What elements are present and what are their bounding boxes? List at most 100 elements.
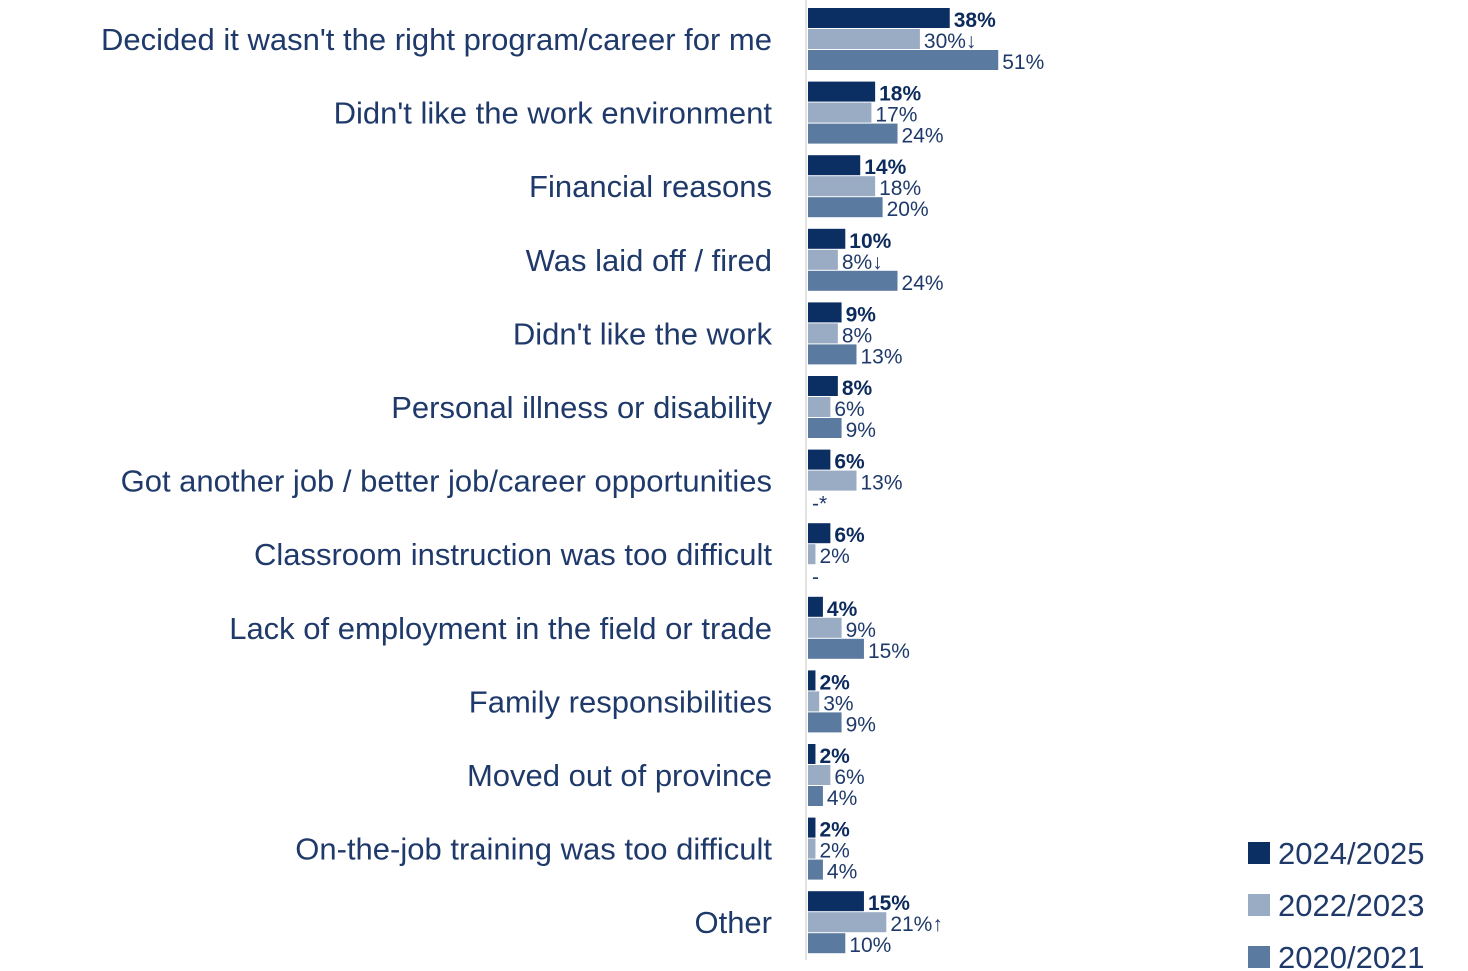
data-label-2022-2023-7: 2%: [819, 545, 849, 568]
category-label: Was laid off / fired: [526, 243, 772, 278]
category-label: Decided it wasn't the right program/care…: [101, 22, 772, 57]
bar-2022-2023-10: [808, 765, 831, 785]
bar-2022-2023-0: [808, 29, 920, 49]
bar-2024-2025-4: [808, 302, 842, 323]
legend-label-2024-2025: 2024/2025: [1278, 836, 1425, 871]
bar-2022-2023-3: [808, 249, 838, 270]
bar-2024-2025-0: [808, 8, 950, 28]
data-label-2022-2023-12: 21%↑: [890, 913, 943, 936]
legend: 2024/2025 2022/2023 2020/2021: [1248, 836, 1425, 971]
category-label: Family responsibilities: [469, 684, 772, 719]
value-labels: 38%30%↓51%18%17%24%14%18%20%10%8%↓24%9%8…: [812, 9, 1044, 957]
bar-2020-2021-11: [808, 859, 823, 880]
bar-2024-2025-6: [808, 449, 831, 470]
data-label-2020-2021-8: 15%: [868, 640, 910, 663]
data-label-2020-2021-5: 9%: [846, 419, 876, 442]
bar-2022-2023-11: [808, 838, 816, 859]
bar-2020-2021-0: [808, 50, 999, 70]
data-label-2024-2025-6: 6%: [834, 451, 865, 474]
bar-2022-2023-2: [808, 176, 876, 197]
category-label: Moved out of province: [467, 758, 772, 793]
bar-2024-2025-5: [808, 376, 838, 396]
category-label: Got another job / better job/career oppo…: [121, 464, 772, 499]
category-labels: Decided it wasn't the right program/care…: [101, 22, 772, 940]
category-label: Other: [694, 905, 772, 940]
data-label-2022-2023-11: 2%: [819, 840, 849, 863]
data-label-2024-2025-2: 14%: [864, 156, 906, 179]
data-label-2022-2023-8: 9%: [846, 619, 876, 642]
data-label-2020-2021-7: -: [812, 566, 819, 589]
data-label-2022-2023-4: 8%: [842, 324, 872, 347]
data-label-2022-2023-0: 30%↓: [924, 30, 977, 53]
legend-label-2022-2023: 2022/2023: [1278, 888, 1425, 923]
bar-2022-2023-5: [808, 397, 831, 417]
bar-2024-2025-3: [808, 228, 846, 249]
bar-2020-2021-9: [808, 712, 842, 733]
bar-2020-2021-12: [808, 933, 846, 954]
data-label-2024-2025-7: 6%: [834, 524, 865, 547]
data-label-2022-2023-10: 6%: [834, 766, 864, 789]
bar-2020-2021-1: [808, 123, 898, 144]
data-label-2020-2021-11: 4%: [827, 861, 857, 884]
bar-2020-2021-2: [808, 197, 883, 218]
legend-label-2020-2021: 2020/2021: [1278, 940, 1425, 971]
data-label-2024-2025-11: 2%: [819, 819, 850, 842]
category-label: Financial reasons: [529, 169, 772, 204]
bar-2024-2025-8: [808, 596, 823, 617]
bar-2024-2025-10: [808, 744, 816, 764]
bar-2024-2025-1: [808, 81, 876, 102]
bar-2024-2025-2: [808, 155, 861, 176]
data-label-2020-2021-10: 4%: [827, 787, 857, 810]
data-label-2024-2025-3: 10%: [849, 230, 891, 253]
data-label-2024-2025-9: 2%: [819, 671, 850, 694]
data-label-2024-2025-12: 15%: [868, 892, 910, 915]
category-label: On-the-job training was too difficult: [295, 832, 772, 867]
data-label-2020-2021-2: 20%: [887, 198, 929, 221]
category-label: Classroom instruction was too difficult: [254, 537, 772, 572]
data-label-2020-2021-1: 24%: [902, 125, 944, 148]
data-label-2024-2025-8: 4%: [827, 598, 858, 621]
legend-swatch-2020-2021: [1248, 946, 1270, 968]
bar-2022-2023-8: [808, 617, 842, 638]
data-label-2024-2025-4: 9%: [846, 303, 877, 326]
bar-2022-2023-1: [808, 102, 872, 123]
legend-swatch-2022-2023: [1248, 894, 1270, 916]
bar-2022-2023-6: [808, 470, 857, 491]
bar-2024-2025-12: [808, 891, 864, 912]
bar-2022-2023-9: [808, 691, 820, 712]
bar-2020-2021-3: [808, 270, 898, 291]
bar-2020-2021-10: [808, 786, 823, 806]
data-label-2022-2023-5: 6%: [834, 398, 864, 421]
data-label-2024-2025-0: 38%: [954, 9, 996, 32]
data-label-2022-2023-6: 13%: [860, 472, 902, 495]
bar-2024-2025-11: [808, 817, 816, 838]
bar-2022-2023-7: [808, 544, 816, 565]
data-label-2020-2021-9: 9%: [846, 713, 876, 736]
data-label-2024-2025-5: 8%: [842, 377, 873, 400]
legend-swatch-2024-2025: [1248, 842, 1270, 864]
bar-2022-2023-4: [808, 323, 838, 344]
data-label-2024-2025-1: 18%: [879, 83, 921, 106]
category-label: Personal illness or disability: [391, 390, 772, 425]
data-label-2020-2021-3: 24%: [902, 272, 944, 295]
data-label-2020-2021-0: 51%: [1002, 51, 1044, 74]
data-label-2020-2021-6: -*: [812, 493, 827, 516]
data-label-2024-2025-10: 2%: [819, 745, 850, 768]
data-label-2022-2023-2: 18%: [879, 177, 921, 200]
bar-2020-2021-8: [808, 638, 864, 659]
bar-2020-2021-4: [808, 344, 857, 365]
data-label-2022-2023-1: 17%: [875, 104, 917, 127]
data-label-2022-2023-3: 8%↓: [842, 251, 883, 274]
data-label-2020-2021-12: 10%: [849, 934, 891, 957]
bar-2024-2025-9: [808, 670, 816, 691]
category-label: Didn't like the work environment: [334, 96, 773, 131]
category-label: Lack of employment in the field or trade: [229, 611, 772, 646]
bar-2024-2025-7: [808, 523, 831, 544]
bar-2022-2023-12: [808, 912, 887, 933]
data-label-2022-2023-9: 3%: [823, 692, 853, 715]
category-label: Didn't like the work: [513, 316, 773, 351]
data-label-2020-2021-4: 13%: [860, 345, 902, 368]
bars-group: [808, 8, 999, 954]
bar-2020-2021-5: [808, 418, 842, 438]
